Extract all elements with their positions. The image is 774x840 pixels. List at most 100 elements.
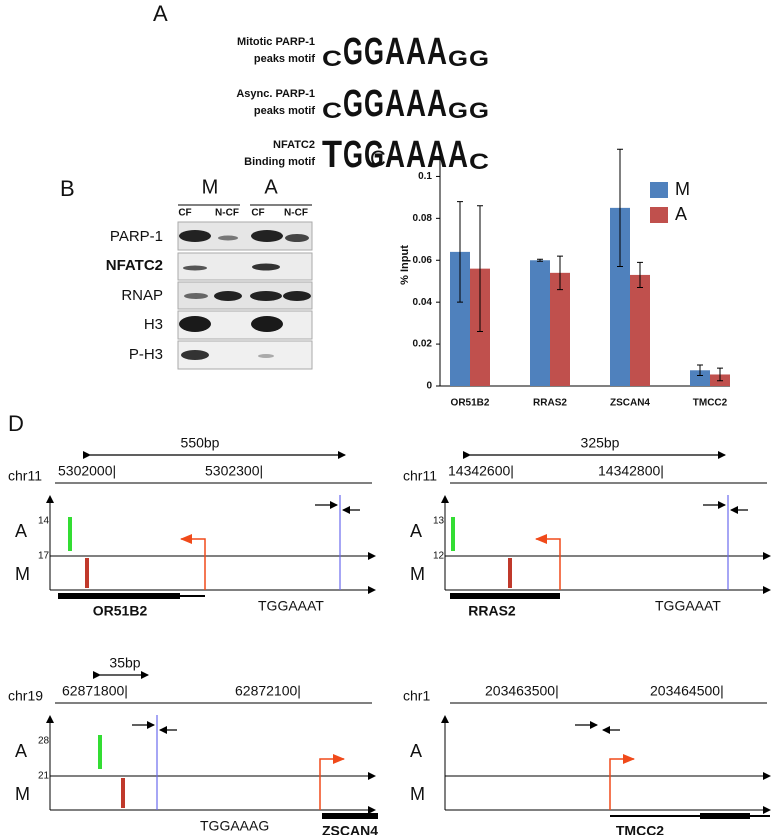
motif-label: peaks motif — [254, 53, 315, 65]
bar — [550, 272, 570, 386]
logo-letter: A — [406, 31, 426, 73]
bar — [610, 207, 630, 386]
peak — [451, 517, 455, 551]
logo-letter: T — [322, 134, 342, 176]
gene-exon — [58, 593, 180, 599]
track-scale: 13 — [433, 516, 445, 527]
error-bar — [697, 364, 703, 377]
panel-label: C — [370, 146, 386, 171]
track-scale: 17 — [38, 551, 50, 562]
track-label: M — [15, 564, 30, 584]
legend-swatch — [650, 182, 668, 198]
tss-arrow — [609, 754, 635, 810]
motif-label: Async. PARP-1 — [236, 88, 315, 100]
logo-letter: A — [427, 83, 447, 125]
logo-letter: C — [469, 149, 489, 174]
coord-label: 14342600| — [448, 463, 514, 479]
track-label: A — [410, 741, 422, 761]
track-scale: 12 — [433, 551, 445, 562]
gene-exon — [700, 813, 750, 819]
error-bar — [557, 255, 563, 291]
gene-name: RRAS2 — [468, 603, 516, 619]
track-scale: 21 — [38, 771, 50, 782]
y-tick-label: 0.02 — [413, 339, 433, 350]
logo-letter: A — [385, 31, 405, 73]
gene-exon — [322, 813, 378, 819]
logo-letter: A — [385, 83, 405, 125]
logo-letter: A — [427, 134, 447, 176]
logo-letter: G — [469, 46, 489, 71]
error-bar — [637, 261, 643, 289]
y-tick-label: 0.06 — [413, 255, 433, 266]
legend-swatch — [650, 207, 668, 223]
motif-label: Binding motif — [244, 156, 315, 168]
logo-letter: G — [343, 134, 363, 176]
coord-label: 14342800| — [598, 463, 664, 479]
track-label: M — [15, 784, 30, 804]
x-tick-label: OR51B2 — [451, 398, 490, 409]
coord-label: 5302300| — [205, 463, 263, 479]
logo-letter: A — [406, 83, 426, 125]
track-label: M — [410, 564, 425, 584]
fraction-label: N-CF — [215, 208, 239, 219]
chrom-label: chr19 — [8, 688, 43, 704]
track-label: A — [15, 741, 27, 761]
x-tick-label: ZSCAN4 — [610, 398, 650, 409]
y-tick-label: 0.1 — [418, 171, 432, 182]
coord-label: 62872100| — [235, 683, 301, 699]
logo-letter: G — [364, 83, 384, 125]
group-label: M — [202, 176, 219, 198]
y-tick-label: 0.04 — [413, 297, 433, 308]
bar — [450, 251, 470, 386]
coord-label: 62871800| — [62, 683, 128, 699]
peak — [85, 558, 89, 588]
motif-seq: TGGAAAT — [655, 598, 721, 614]
logo-letter: G — [364, 134, 384, 176]
bar — [690, 370, 710, 386]
chrom-label: chr1 — [403, 688, 430, 704]
y-tick-label: 0 — [426, 381, 432, 392]
row-label: RNAP — [121, 287, 163, 304]
panel-label: A — [153, 1, 168, 26]
peak — [121, 778, 125, 808]
row-label: PARP-1 — [110, 228, 163, 245]
track-scale: 14 — [38, 516, 50, 527]
error-bar — [617, 148, 623, 268]
gene-name: OR51B2 — [93, 603, 148, 619]
coord-label: 203463500| — [485, 683, 559, 699]
row-label: H3 — [144, 316, 163, 333]
motif-seq: TGGAAAG — [200, 818, 269, 834]
gene-name: ZSCAN4 — [322, 823, 378, 835]
fraction-label: N-CF — [284, 208, 308, 219]
logo-letter: A — [448, 134, 468, 176]
gene-name: TMCC2 — [616, 823, 664, 835]
y-axis-title: % Input — [399, 245, 411, 285]
scale-label: 325bp — [581, 435, 620, 451]
gene-exon — [450, 593, 560, 599]
coord-label: 203464500| — [650, 683, 724, 699]
error-bar — [457, 201, 463, 303]
legend-label: A — [675, 204, 687, 224]
logo-letter: A — [427, 31, 447, 73]
chrom-label: chr11 — [8, 468, 42, 484]
peak — [68, 517, 72, 551]
legend-label: M — [675, 179, 690, 199]
peak — [98, 735, 102, 769]
motif-label: Mitotic PARP-1 — [237, 36, 315, 48]
logo-letter: G — [364, 31, 384, 73]
error-bar — [717, 367, 723, 382]
y-tick-label: 0.08 — [413, 213, 433, 224]
logo-letter: A — [406, 134, 426, 176]
scale-label: 550bp — [181, 435, 220, 451]
group-label: A — [264, 176, 278, 198]
logo-letter: C — [322, 46, 342, 71]
track-label: A — [410, 521, 422, 541]
tss-arrow — [180, 534, 206, 590]
row-label: P-H3 — [129, 346, 163, 363]
blot — [177, 204, 313, 370]
error-bar — [537, 258, 543, 262]
fraction-label: CF — [251, 208, 264, 219]
logo-letter: G — [448, 98, 468, 123]
chrom-label: chr11 — [403, 468, 437, 484]
